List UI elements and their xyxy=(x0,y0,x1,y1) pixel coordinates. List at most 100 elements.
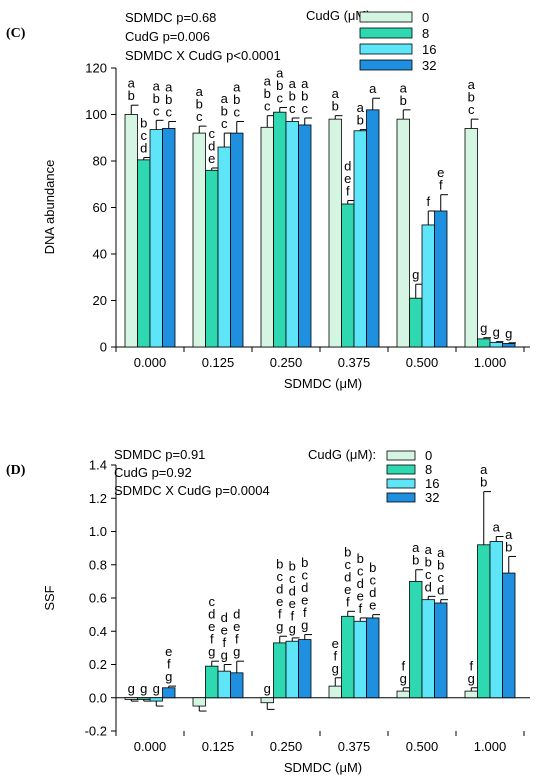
x-tick-label: 0.250 xyxy=(270,355,303,370)
bar xyxy=(421,224,435,348)
x-tick-label: 0.375 xyxy=(338,355,371,370)
legend-swatch xyxy=(386,478,416,489)
x-tick-label: 0.500 xyxy=(406,355,439,370)
significance-letter: b xyxy=(412,553,419,568)
significance-letter: g xyxy=(301,618,308,633)
x-tick-label: 0.375 xyxy=(338,739,371,754)
bar xyxy=(421,599,435,699)
bar xyxy=(192,132,206,348)
bar xyxy=(273,111,287,348)
significance-letter: b xyxy=(344,544,351,559)
significance-letter: d xyxy=(289,583,296,598)
significance-letter: e xyxy=(344,171,351,186)
x-tick-label: 1.000 xyxy=(474,739,507,754)
significance-letter: c xyxy=(302,101,309,116)
y-tick-label: 120 xyxy=(85,61,107,76)
bar xyxy=(434,210,448,348)
panel-d: (D) SDMDC p=0.91 CudG p=0.92 SDMDC X CudG p… xyxy=(6,447,530,775)
significance-letter: g xyxy=(505,326,512,341)
bar xyxy=(366,617,380,699)
significance-letter: f xyxy=(469,658,473,673)
x-axis-title: SDMDC (μM) xyxy=(284,760,362,775)
bar xyxy=(137,697,151,700)
significance-letter: f xyxy=(290,608,294,623)
y-tick-label: -0.2 xyxy=(85,724,107,739)
bar xyxy=(124,697,138,700)
significance-letter: e xyxy=(289,596,296,611)
bar xyxy=(489,341,503,348)
significance-letter: c xyxy=(221,116,228,131)
significance-letter: d xyxy=(208,138,215,153)
significance-letter: b xyxy=(140,116,147,131)
significance-letter: d xyxy=(357,576,364,591)
significance-letter: d xyxy=(344,569,351,584)
x-tick-label: 0.000 xyxy=(134,739,167,754)
significance-letter: e xyxy=(233,619,240,634)
bar xyxy=(162,687,176,699)
significance-letter: c xyxy=(277,91,284,106)
legend-entry: 8 xyxy=(422,26,429,41)
bar xyxy=(124,114,138,348)
significance-letter: a xyxy=(276,66,284,81)
stats-line: CudG p=0.92 xyxy=(114,465,192,480)
significance-letter: g xyxy=(128,681,135,696)
significance-letter: a xyxy=(264,74,272,89)
significance-letter: f xyxy=(222,635,226,650)
bar xyxy=(273,642,287,699)
legend-entry: 32 xyxy=(425,490,439,505)
legend-entry: 8 xyxy=(425,462,432,477)
bar xyxy=(260,126,274,348)
bar xyxy=(149,129,163,348)
significance-letter: g xyxy=(468,671,475,686)
bar xyxy=(230,132,244,348)
significance-letter: g xyxy=(153,681,160,696)
significance-letter: g xyxy=(165,669,172,684)
significance-letter: c xyxy=(357,563,364,578)
legend-entry: 16 xyxy=(425,476,439,491)
bar xyxy=(298,639,312,699)
significance-letter: c xyxy=(141,128,148,143)
x-axis-title: SDMDC (μM) xyxy=(284,376,362,391)
significance-letter: c xyxy=(425,567,432,582)
bar xyxy=(366,109,380,348)
significance-letter: b xyxy=(400,93,407,108)
significance-letter: a xyxy=(165,79,173,94)
y-tick-label: 100 xyxy=(85,107,107,122)
significance-letter: e xyxy=(208,151,215,166)
bar xyxy=(192,697,206,707)
stats-line: SDMDC p=0.68 xyxy=(125,10,216,25)
y-tick-label: 1.2 xyxy=(89,491,107,506)
significance-letter: c xyxy=(153,103,160,118)
legend-swatch xyxy=(386,492,416,503)
significance-letter: b xyxy=(289,88,296,103)
x-tick-label: 0.500 xyxy=(406,739,439,754)
bar xyxy=(217,146,231,348)
significance-letter: b xyxy=(369,560,376,575)
significance-letter: c xyxy=(166,104,173,119)
significance-letter: f xyxy=(278,607,282,622)
y-tick-label: 80 xyxy=(93,154,107,169)
significance-letter: d xyxy=(140,141,147,156)
panel-c: (C) SDMDC p=0.68 CudG p=0.006 SDMDC X CudG … xyxy=(6,8,530,391)
bar xyxy=(489,541,503,699)
significance-letter: e xyxy=(221,623,228,638)
panel-label: (C) xyxy=(6,26,26,41)
significance-letter: f xyxy=(426,194,430,209)
significance-letter: d xyxy=(208,607,215,622)
legend-entry: 0 xyxy=(425,448,432,463)
significance-letter: a xyxy=(480,462,488,477)
significance-letter: f xyxy=(346,184,350,199)
significance-letter: a xyxy=(437,545,445,560)
significance-letter: b xyxy=(196,97,203,112)
significance-letter: f xyxy=(401,658,405,673)
legend-swatch xyxy=(359,27,413,39)
bar xyxy=(260,697,274,704)
bar xyxy=(434,602,448,699)
significance-letter: b xyxy=(357,551,364,566)
significance-letter: b xyxy=(480,475,487,490)
bar xyxy=(409,297,423,348)
significance-letter: f xyxy=(210,632,214,647)
significance-letter: b xyxy=(276,557,283,572)
significance-letter: b xyxy=(153,91,160,106)
